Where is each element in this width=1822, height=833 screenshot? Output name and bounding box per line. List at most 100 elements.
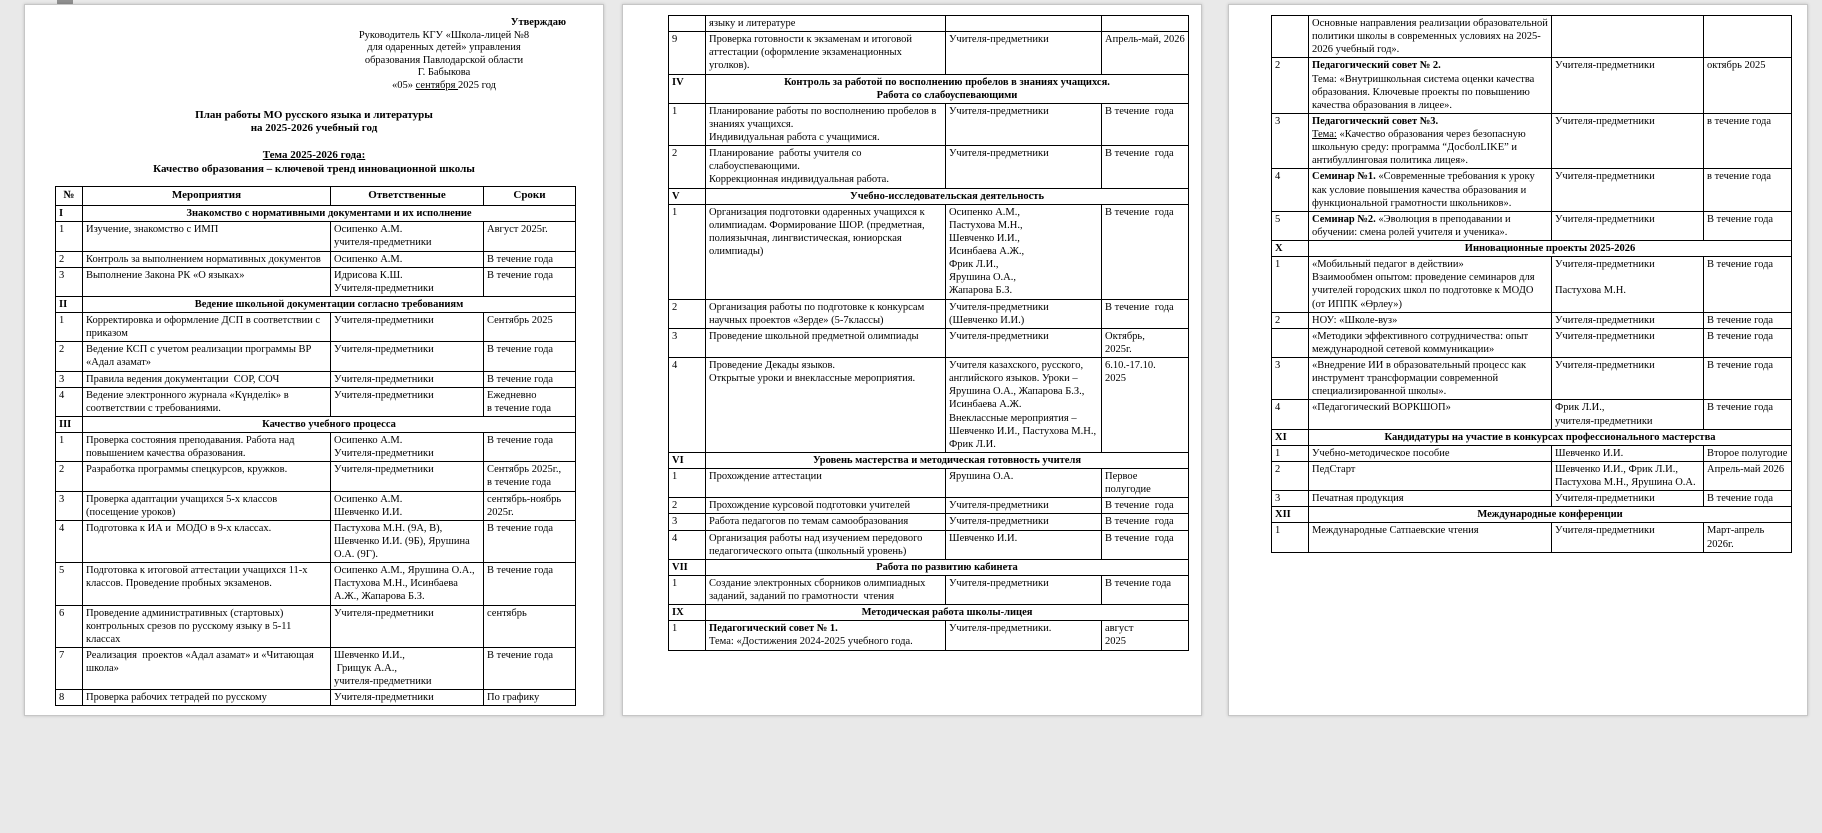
row-number-cell: 1 <box>668 620 706 651</box>
responsible-cell: Осипенко А.М. Шевченко И.И. <box>330 490 484 521</box>
table-row: 2 Планирование работы учителя со слабоусп… <box>668 145 1189 189</box>
table-row: «Методики эффективного сотрудничества: о… <box>1271 327 1792 359</box>
row-number-cell: 2 <box>55 341 83 372</box>
table-row: 1 Международные Сатпаевские чтения Учителя… <box>1271 522 1792 553</box>
plan-table-page1: № Мероприятия Ответственные Сроки I Знакомств… <box>55 186 576 707</box>
activity-cell: Педагогический совет № 1. Тема: «Достиже… <box>705 620 946 651</box>
row-number-cell <box>1271 327 1309 359</box>
activity-cell: Организация работы над изучением передов… <box>705 529 946 560</box>
timing-cell: В течение года <box>1703 210 1792 242</box>
activity-cell: Корректировка и оформление ДСП в соответ… <box>82 311 331 343</box>
responsible-cell: Учителя-предметники. <box>945 620 1102 651</box>
table-row: 1 Учебно-методическое пособие Шевченко И.… <box>1271 444 1792 462</box>
timing-cell: В течение года <box>483 370 576 388</box>
activity-cell: Семинар №1. «Современные требования к ур… <box>1308 168 1552 212</box>
row-number-cell: 1 <box>55 311 83 343</box>
timing-cell: В течение года <box>483 519 576 564</box>
table-row: 4 «Педагогический ВОРКШОП» Фрик Л.И., учит… <box>1271 399 1792 430</box>
activity-cell: Планирование работы учителя со слабоуспе… <box>705 145 946 189</box>
responsible-cell: Учителя-предметники <box>945 145 1102 189</box>
responsible-cell: Учителя-предметники <box>1551 168 1704 212</box>
row-number-cell: 1 <box>1271 256 1309 313</box>
activity-cell: Проверка адаптации учащихся 5-х классов … <box>82 490 331 521</box>
timing-cell: октябрь 2025 <box>1703 57 1792 114</box>
table-row: 8 Проверка рабочих тетрадей по русскому Уч… <box>55 689 576 707</box>
responsible-cell: Ярушина О.А. <box>945 467 1102 499</box>
table-row: 4 Проведение Декады языков. Открытые урок… <box>668 357 1189 453</box>
row-number-cell: 2 <box>1271 57 1309 114</box>
theme-label: Тема 2025-2026 года: <box>262 149 366 162</box>
section-title-cell: Кандидатуры на участие в конкурсах профе… <box>1308 428 1792 446</box>
responsible-cell: Осипенко А.М. учителя-предметники <box>330 221 484 252</box>
timing-cell: В течение года <box>1101 102 1189 147</box>
approval-line: Утверждаю <box>510 17 566 28</box>
approval-line: Г. Бабыкова <box>417 67 471 79</box>
approval-line: Руководитель КГУ «Школа-лицей №8 <box>358 29 530 41</box>
section-title-cell: Учебно-исследовательская деятельность <box>705 187 1189 205</box>
activity-cell: Организация подготовки одаренных учащихс… <box>705 203 946 300</box>
section-row: XI Кандидатуры на участие в конкурсах про… <box>1271 428 1792 446</box>
table-row: 1 Проверка состояния преподавания. Работа… <box>55 431 576 463</box>
table-row: 3 Проведение школьной предметной олимпиад… <box>668 327 1189 359</box>
document-page-2: языку и литературе 9 Проверка готовности к… <box>622 4 1202 716</box>
section-title-cell: Инновационные проекты 2025-2026 <box>1308 239 1792 258</box>
activity-cell: Правила ведения документации СОР, СОЧ <box>82 370 331 388</box>
document-title-line2: на 2025-2026 учебный год <box>250 121 378 134</box>
responsible-cell: Учителя-предметники <box>1551 57 1704 114</box>
responsible-cell: Осипенко А.М. <box>330 250 484 268</box>
table-row: 5 Семинар №2. «Эволюция в преподавании и … <box>1271 210 1792 242</box>
column-header: № <box>55 186 83 207</box>
row-number-cell: 2 <box>1271 460 1309 492</box>
responsible-cell: Учителя-предметники <box>945 574 1102 606</box>
approval-date-line: «05» сентября 2025 год <box>308 80 580 93</box>
table-row: 2 Организация работы по подготовке к конк… <box>668 298 1189 329</box>
table-row: 5 Подготовка к итоговой аттестации учащих… <box>55 562 576 606</box>
responsible-cell <box>1551 14 1704 59</box>
row-number-cell: 1 <box>668 574 706 606</box>
section-row: II Ведение школьной документации согласно… <box>55 295 576 314</box>
timing-cell: В течение года <box>1101 574 1189 606</box>
responsible-cell: Учителя-предметники <box>330 461 484 492</box>
activity-cell: Педагогический совет №3. Тема: «Качество… <box>1308 112 1552 170</box>
table-row: 1 Педагогический совет № 1. Тема: «Достиж… <box>668 620 1189 651</box>
row-number-cell: 3 <box>55 370 83 388</box>
activity-cell: Проведение школьной предметной олимпиады <box>705 327 946 359</box>
responsible-cell: Шевченко И.И., Фрик Л.И., Пастухова М.Н.… <box>1551 460 1704 492</box>
approval-date-month: сентября <box>415 79 459 91</box>
section-row: I Знакомство с нормативными документами и… <box>55 205 576 223</box>
timing-cell: сентябрь <box>483 604 576 648</box>
approval-block: Утверждаю Руководитель КГУ «Школа-лицей … <box>308 17 580 93</box>
responsible-cell: Шевченко И.И. <box>1551 444 1704 462</box>
activity-cell: «Методики эффективного сотрудничества: о… <box>1308 327 1552 359</box>
activity-cell: Основные направления реализации образова… <box>1308 14 1552 59</box>
section-number-cell: I <box>55 205 83 223</box>
activity-cell: Разработка программы спецкурсов, кружков… <box>82 461 331 492</box>
responsible-cell: Учителя-предметники <box>945 102 1102 147</box>
timing-cell: 6.10.-17.10. 2025 <box>1101 357 1189 453</box>
row-number-cell: 2 <box>55 461 83 492</box>
timing-cell <box>1703 14 1792 59</box>
activity-cell: Проверка готовности к экзаменам и итогов… <box>705 31 946 75</box>
activity-cell: Прохождение курсовой подготовки учителей <box>705 497 946 515</box>
table-header-row: № Мероприятия Ответственные Сроки <box>55 186 576 207</box>
table-row: 1 Изучение, знакомство с ИМП Осипенко А.М.… <box>55 221 576 252</box>
section-number-cell: V <box>668 187 706 205</box>
activity-cell: Контроль за выполнением нормативных доку… <box>82 250 331 268</box>
timing-cell: Октябрь, 2025г. <box>1101 327 1189 359</box>
responsible-cell: Осипенко А.М., Ярушина О.А., Пастухова М… <box>330 562 484 606</box>
timing-cell: Март-апрель 2026г. <box>1703 522 1792 553</box>
row-number-cell: 3 <box>668 513 706 531</box>
table-row: 4 Ведение электронного журнала «Күнделік»… <box>55 386 576 417</box>
activity-cell: Ведение электронного журнала «Күнделік» … <box>82 386 331 417</box>
table-row: 3 Выполнение Закона РК «О языках» Идрисова… <box>55 266 576 297</box>
row-number-cell: 4 <box>668 529 706 560</box>
timing-cell: В течение года <box>1703 327 1792 359</box>
timing-cell: Сентябрь 2025 <box>483 311 576 343</box>
row-number-cell: 2 <box>1271 311 1309 329</box>
row-number-cell: 8 <box>55 689 83 707</box>
table-row: 2 Педагогический совет № 2. Тема: «Внутри… <box>1271 57 1792 114</box>
section-row: XII Международные конференции <box>1271 506 1792 524</box>
activity-cell: Создание электронных сборников олимпиадн… <box>705 574 946 606</box>
row-number-cell: 3 <box>55 266 83 297</box>
